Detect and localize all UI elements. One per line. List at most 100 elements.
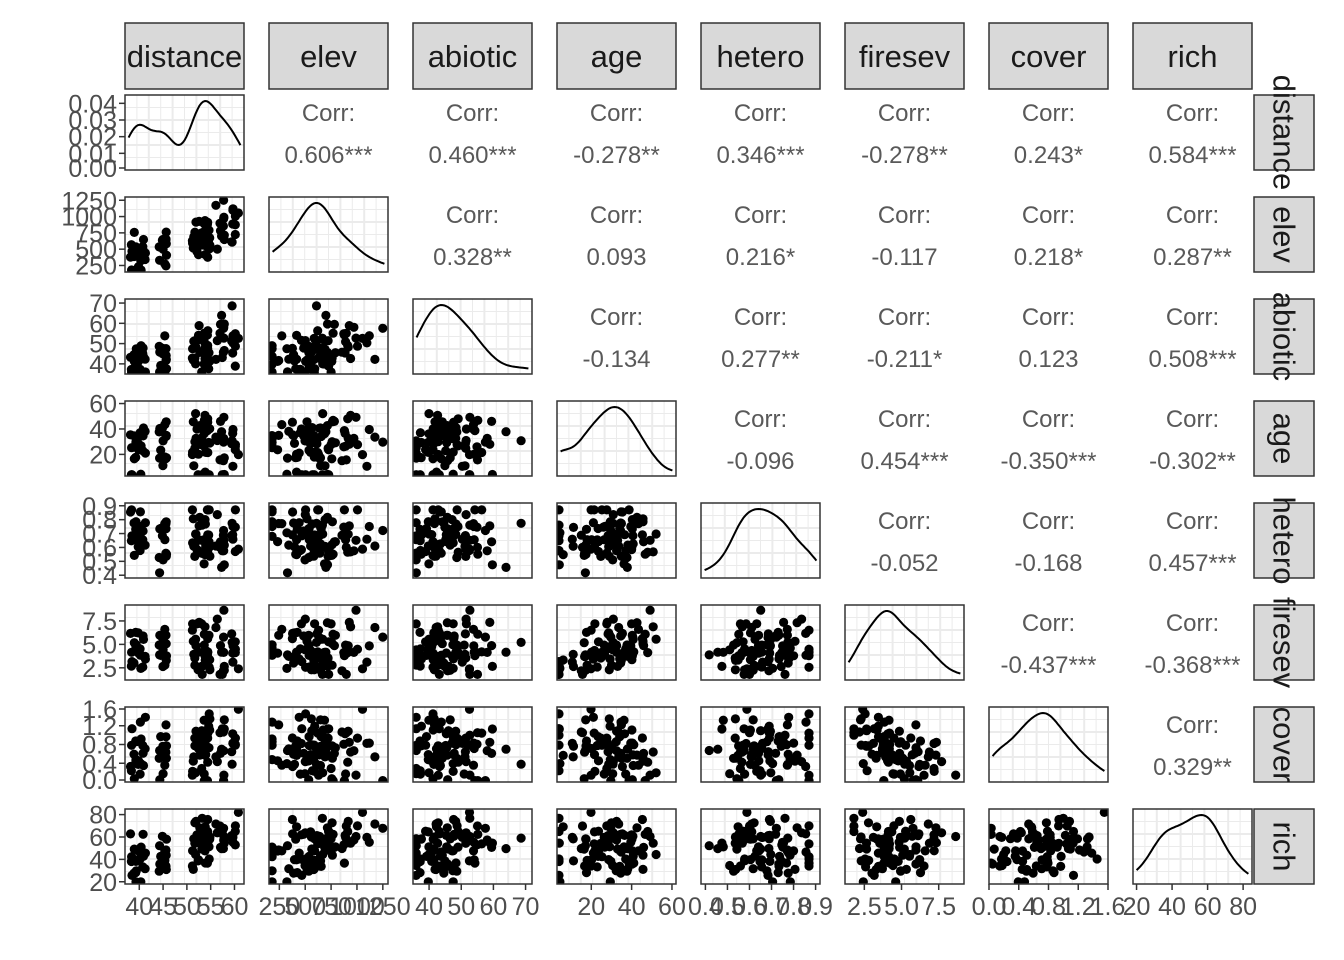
scatter-point xyxy=(639,842,649,853)
scatter-point xyxy=(191,433,201,443)
scatter-point xyxy=(867,749,877,759)
scatter-point xyxy=(461,509,471,520)
scatter-point xyxy=(161,261,171,271)
scatter-point xyxy=(473,549,483,559)
scatter-point xyxy=(274,430,284,440)
scatter-point xyxy=(804,839,814,849)
corr-cell-age-hetero: Corr: -0.096 xyxy=(726,406,794,475)
scatter-point xyxy=(588,654,599,664)
corr-label: Corr: xyxy=(590,202,643,229)
x-tick-label: 1000 xyxy=(329,893,385,921)
scatter-point xyxy=(441,535,451,545)
scatter-point xyxy=(428,454,438,464)
scatter-point xyxy=(297,724,307,734)
scatter-point xyxy=(352,733,363,743)
scatter-point xyxy=(487,416,497,426)
scatter-point xyxy=(804,647,814,657)
scatter-point xyxy=(297,870,307,881)
scatter-point xyxy=(135,717,145,727)
scatter-point xyxy=(269,740,277,750)
scatter-point xyxy=(233,450,243,460)
y-tick-label: 750 xyxy=(75,220,117,248)
scatter-point xyxy=(461,551,471,562)
corr-label: Corr: xyxy=(1166,610,1219,637)
scatter-point xyxy=(1082,842,1092,852)
scatter-point xyxy=(230,505,240,515)
scatter-point xyxy=(125,829,136,839)
scatter-point xyxy=(424,429,434,439)
scatter-point xyxy=(219,333,229,343)
scatter-point xyxy=(304,859,314,869)
scatter-point xyxy=(557,813,564,823)
scatter-point xyxy=(219,197,229,205)
scatter-panel-elev-distance xyxy=(124,196,245,273)
corr-cell-firesev-cover: Corr: -0.437*** xyxy=(1000,610,1096,679)
scatter-point xyxy=(161,732,171,742)
scatter-point xyxy=(437,417,447,427)
scatter-point xyxy=(201,447,211,457)
scatter-point xyxy=(423,750,433,760)
scatter-point xyxy=(311,301,322,311)
corr-cell-cover-rich: Corr: 0.329** xyxy=(1153,712,1232,781)
scatter-point xyxy=(378,823,388,833)
scatter-point xyxy=(320,651,330,661)
y-tick-label: 20 xyxy=(89,441,117,469)
scatter-point xyxy=(558,822,568,832)
scatter-panel-cover-abiotic xyxy=(412,706,533,783)
scatter-point xyxy=(804,821,814,831)
scatter-point xyxy=(155,630,165,640)
y-tick-label: 250 xyxy=(75,252,117,280)
scatter-point xyxy=(219,605,229,615)
scatter-point xyxy=(638,864,648,875)
scatter-point xyxy=(501,647,511,657)
scatter-point xyxy=(370,622,380,633)
scatter-point xyxy=(580,548,590,558)
scatter-point xyxy=(413,841,421,851)
scatter-point xyxy=(289,438,300,448)
scatter-point xyxy=(339,858,349,868)
scatter-point xyxy=(320,423,330,434)
y-tick-label: 0.00 xyxy=(68,155,117,183)
scatter-point xyxy=(469,855,479,865)
scatter-point xyxy=(138,446,148,456)
scatter-point xyxy=(477,728,487,738)
scatter-point xyxy=(465,770,475,780)
scatter-point xyxy=(783,868,793,878)
scatter-panel-hetero-elev xyxy=(268,502,389,579)
scatter-point xyxy=(370,819,380,829)
scatter-point xyxy=(129,251,139,262)
x-tick-label: 40 xyxy=(415,893,443,921)
corr-value: 0.457*** xyxy=(1148,550,1236,577)
scatter-point xyxy=(140,367,150,374)
scatter-point xyxy=(273,537,283,547)
scatter-point xyxy=(776,856,786,866)
corr-cell-distance-abiotic: Corr: 0.460*** xyxy=(428,100,516,169)
scatter-point xyxy=(326,440,336,450)
scatter-point xyxy=(579,774,589,782)
scatter-point xyxy=(872,822,882,832)
scatter-point xyxy=(136,256,146,266)
scatter-point xyxy=(889,769,899,779)
scatter-point xyxy=(138,862,148,872)
scatter-point xyxy=(580,747,590,757)
y-tick-label: 80 xyxy=(89,802,117,830)
scatter-point xyxy=(269,517,277,527)
scatter-point xyxy=(792,750,802,760)
scatter-point xyxy=(651,634,661,644)
scatter-point xyxy=(431,467,442,476)
scatter-point xyxy=(156,445,166,455)
scatter-point xyxy=(155,568,165,578)
scatter-point xyxy=(887,827,897,837)
scatter-point xyxy=(201,241,211,251)
scatter-point xyxy=(470,426,480,436)
corr-label: Corr: xyxy=(878,508,931,535)
scatter-point xyxy=(423,517,433,527)
scatter-point xyxy=(901,826,911,836)
corr-label: Corr: xyxy=(1166,100,1219,127)
scatter-point xyxy=(219,469,229,476)
scatter-point xyxy=(638,850,648,860)
scatter-point xyxy=(717,661,727,672)
scatter-point xyxy=(161,517,171,527)
